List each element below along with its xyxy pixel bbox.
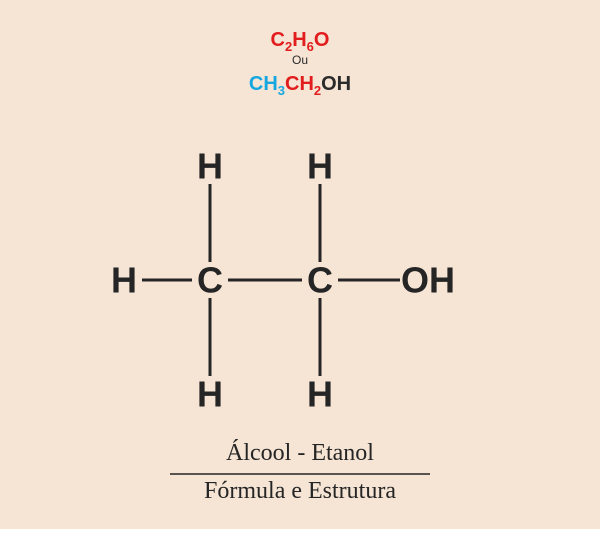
atom-C2: C — [307, 260, 333, 301]
atom-H_tr: H — [307, 146, 333, 187]
atom-H_br: H — [307, 374, 333, 415]
caption-line-1: Álcool - Etanol — [226, 440, 374, 466]
atom-H_bl: H — [197, 374, 223, 415]
atom-H_tl: H — [197, 146, 223, 187]
condensed-formula: CH3CH2OH — [249, 73, 351, 98]
or-label: Ou — [292, 53, 308, 67]
molecular-formula: C2H6O — [271, 29, 330, 54]
atom-H_l: H — [111, 260, 137, 301]
ethanol-diagram: C2H6OOuCH3CH2OHHHHCCOHHHÁlcool - EtanolF… — [0, 0, 600, 529]
atom-C1: C — [197, 260, 223, 301]
caption-line-2: Fórmula e Estrutura — [204, 478, 396, 504]
atom-OH: OH — [401, 260, 455, 301]
